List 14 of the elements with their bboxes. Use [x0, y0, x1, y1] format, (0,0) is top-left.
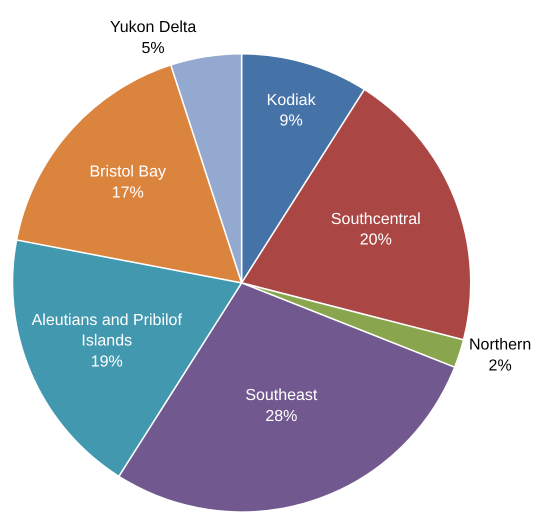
data-label: 20%	[360, 232, 392, 249]
data-label: 17%	[112, 184, 144, 202]
slice-label: Northern	[468, 336, 532, 354]
slice-label: Kodiak	[266, 92, 317, 109]
slice-label: Aleutians and Pribilof Islands	[32, 312, 182, 350]
data-label: 9%	[280, 112, 303, 130]
data-label: 19%	[90, 353, 123, 370]
slice-label: Southcentral	[330, 210, 421, 228]
slice-label: Southeast	[245, 387, 318, 404]
data-label: 28%	[265, 408, 298, 425]
data-label: 5%	[142, 40, 165, 58]
slice-label: Yukon Delta	[110, 19, 196, 36]
data-label: 2%	[488, 357, 512, 374]
slice-label: Bristol Bay	[90, 164, 166, 181]
